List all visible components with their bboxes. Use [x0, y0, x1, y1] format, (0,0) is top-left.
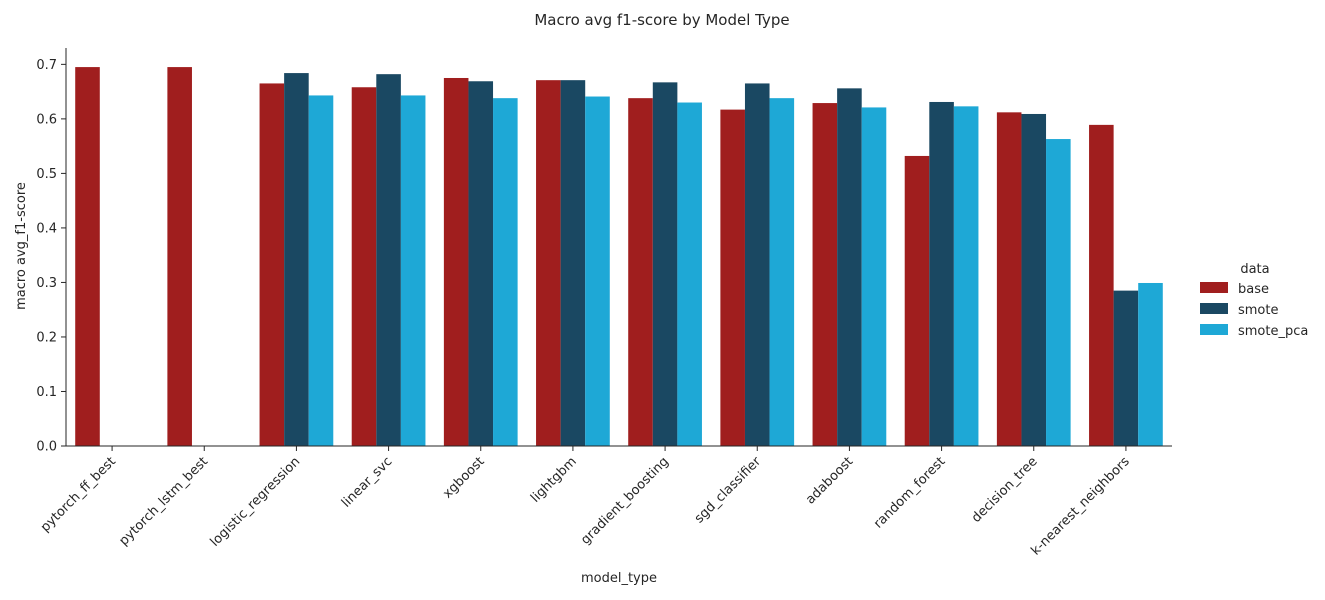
y-tick-label: 0.7	[36, 58, 57, 73]
x-axis-label: model_type	[581, 571, 657, 586]
bar-base	[536, 80, 561, 447]
x-tick-label: pytorch_ff_best	[38, 454, 119, 535]
y-tick-label: 0.5	[36, 167, 57, 182]
bar-base	[996, 112, 1022, 447]
y-axis-label: macro avg_f1-score	[14, 182, 29, 310]
chart-title: Macro avg f1-score by Model Type	[534, 11, 789, 29]
bar-smote	[652, 82, 678, 446]
bars-group	[75, 67, 1163, 447]
bar-smote_pca	[1138, 282, 1163, 446]
x-tick-label: pytorch_lstm_best	[117, 454, 212, 549]
x-tick-label: xgboost	[440, 454, 487, 501]
bar-smote_pca	[1046, 139, 1071, 446]
bar-smote	[744, 83, 770, 446]
y-tick-label: 0.6	[36, 112, 57, 127]
x-tick-label: adaboost	[803, 454, 856, 507]
x-tick-label: random_forest	[871, 454, 948, 531]
legend-label-smote_pca: smote_pca	[1238, 324, 1308, 339]
bar-base	[351, 87, 377, 446]
legend-title: data	[1240, 262, 1269, 277]
x-tick-label: lightgbm	[528, 454, 580, 506]
bar-smote_pca	[585, 96, 610, 446]
y-tick-label: 0.1	[36, 385, 57, 400]
bar-smote_pca	[861, 107, 887, 446]
legend-label-base: base	[1238, 282, 1269, 297]
legend: data base smote smote_pca	[1200, 262, 1308, 339]
bar-base	[628, 98, 653, 446]
bar-base	[75, 67, 100, 447]
bar-smote_pca	[769, 98, 795, 446]
bar-smote	[837, 88, 862, 446]
legend-swatch-smote	[1200, 303, 1228, 314]
legend-swatch-base	[1200, 282, 1228, 293]
x-tick-label: sgd_classifier	[692, 454, 765, 527]
legend-label-smote: smote	[1238, 303, 1279, 318]
x-tick-label: decision_tree	[969, 454, 1041, 526]
x-axis: pytorch_ff_bestpytorch_lstm_bestlogistic…	[38, 445, 1172, 559]
bar-smote_pca	[308, 95, 334, 447]
bar-smote	[468, 81, 494, 446]
bar-smote	[1021, 113, 1047, 447]
bar-smote_pca	[493, 98, 518, 446]
bar-base	[1089, 124, 1114, 447]
x-tick-label: k-nearest_neighbors	[1028, 454, 1132, 558]
bar-base	[259, 83, 285, 446]
y-tick-label: 0.2	[36, 330, 57, 345]
bar-smote	[929, 101, 954, 446]
bar-base	[812, 103, 838, 447]
x-tick-label: gradient_boosting	[578, 454, 672, 548]
legend-swatch-smote_pca	[1200, 324, 1228, 335]
bar-smote_pca	[953, 106, 979, 447]
y-tick-label: 0.0	[36, 440, 57, 455]
x-tick-label: logistic_regression	[208, 454, 304, 550]
bar-smote	[1113, 290, 1139, 446]
bar-smote	[560, 80, 586, 447]
y-tick-label: 0.4	[36, 221, 57, 236]
bar-base	[443, 77, 469, 446]
y-tick-label: 0.3	[36, 276, 57, 291]
x-tick-label: linear_svc	[339, 454, 395, 510]
bar-base	[904, 155, 930, 446]
bar-smote_pca	[400, 95, 426, 447]
bar-base	[720, 109, 745, 446]
bar-base	[167, 67, 192, 447]
bar-smote	[284, 73, 309, 446]
y-axis: 0.0 0.1 0.2 0.3 0.4 0.5 0.6 0.7	[36, 48, 67, 455]
bar-smote_pca	[677, 102, 702, 447]
bar-smote	[376, 74, 401, 446]
